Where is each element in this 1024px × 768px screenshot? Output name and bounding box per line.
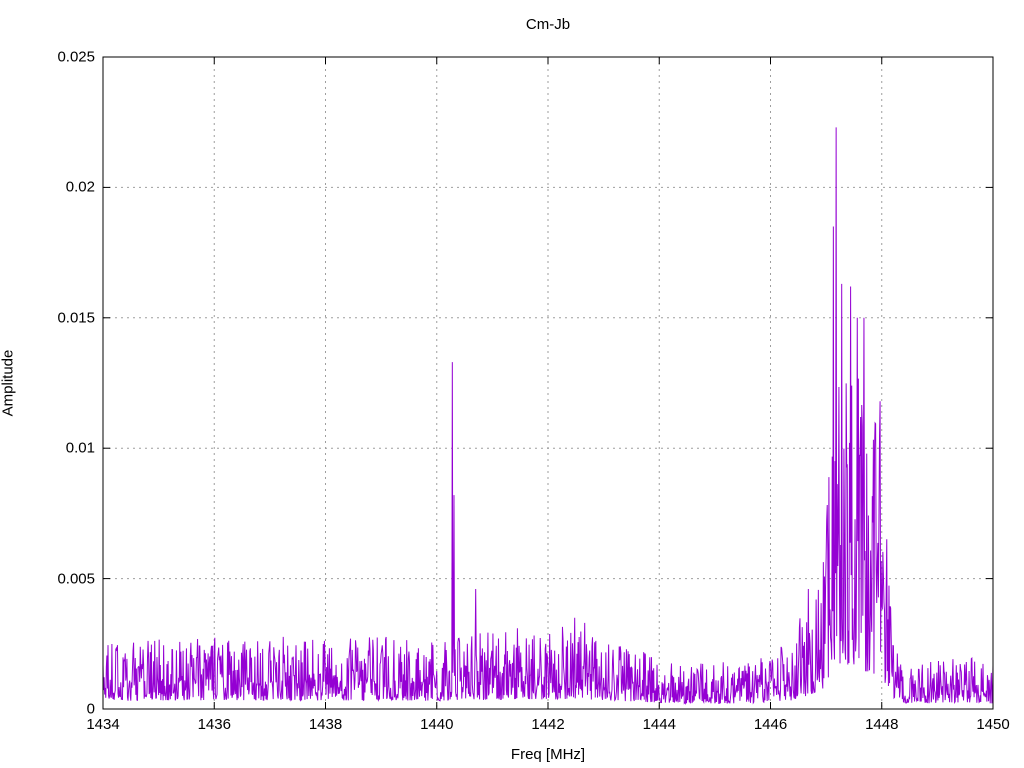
x-tick-label: 1434	[86, 716, 120, 733]
x-tick-label: 1448	[865, 716, 899, 733]
series-line-cm-jb	[102, 127, 994, 705]
x-tick-label: 1436	[197, 716, 231, 733]
x-tick-label: 1442	[531, 716, 565, 733]
x-tick-label: 1440	[420, 716, 454, 733]
x-tick-label: 1446	[753, 716, 788, 733]
y-tick-label: 0.025	[57, 48, 95, 66]
chart-title: Cm-Jb	[525, 16, 571, 33]
x-tick-label: 1438	[308, 716, 343, 733]
y-tick-label: 0.005	[57, 570, 95, 588]
y-tick-label: 0.02	[65, 178, 95, 196]
x-tick-label: 1444	[642, 716, 676, 733]
x-tick-label: 1450	[976, 716, 1010, 733]
x-axis-label: Freq [MHz]	[510, 746, 586, 763]
y-axis-label: Amplitude	[0, 349, 17, 417]
y-tick-label: 0.01	[65, 439, 95, 457]
y-tick-label: 0.015	[57, 309, 95, 327]
y-tick-label: 0	[86, 700, 95, 718]
